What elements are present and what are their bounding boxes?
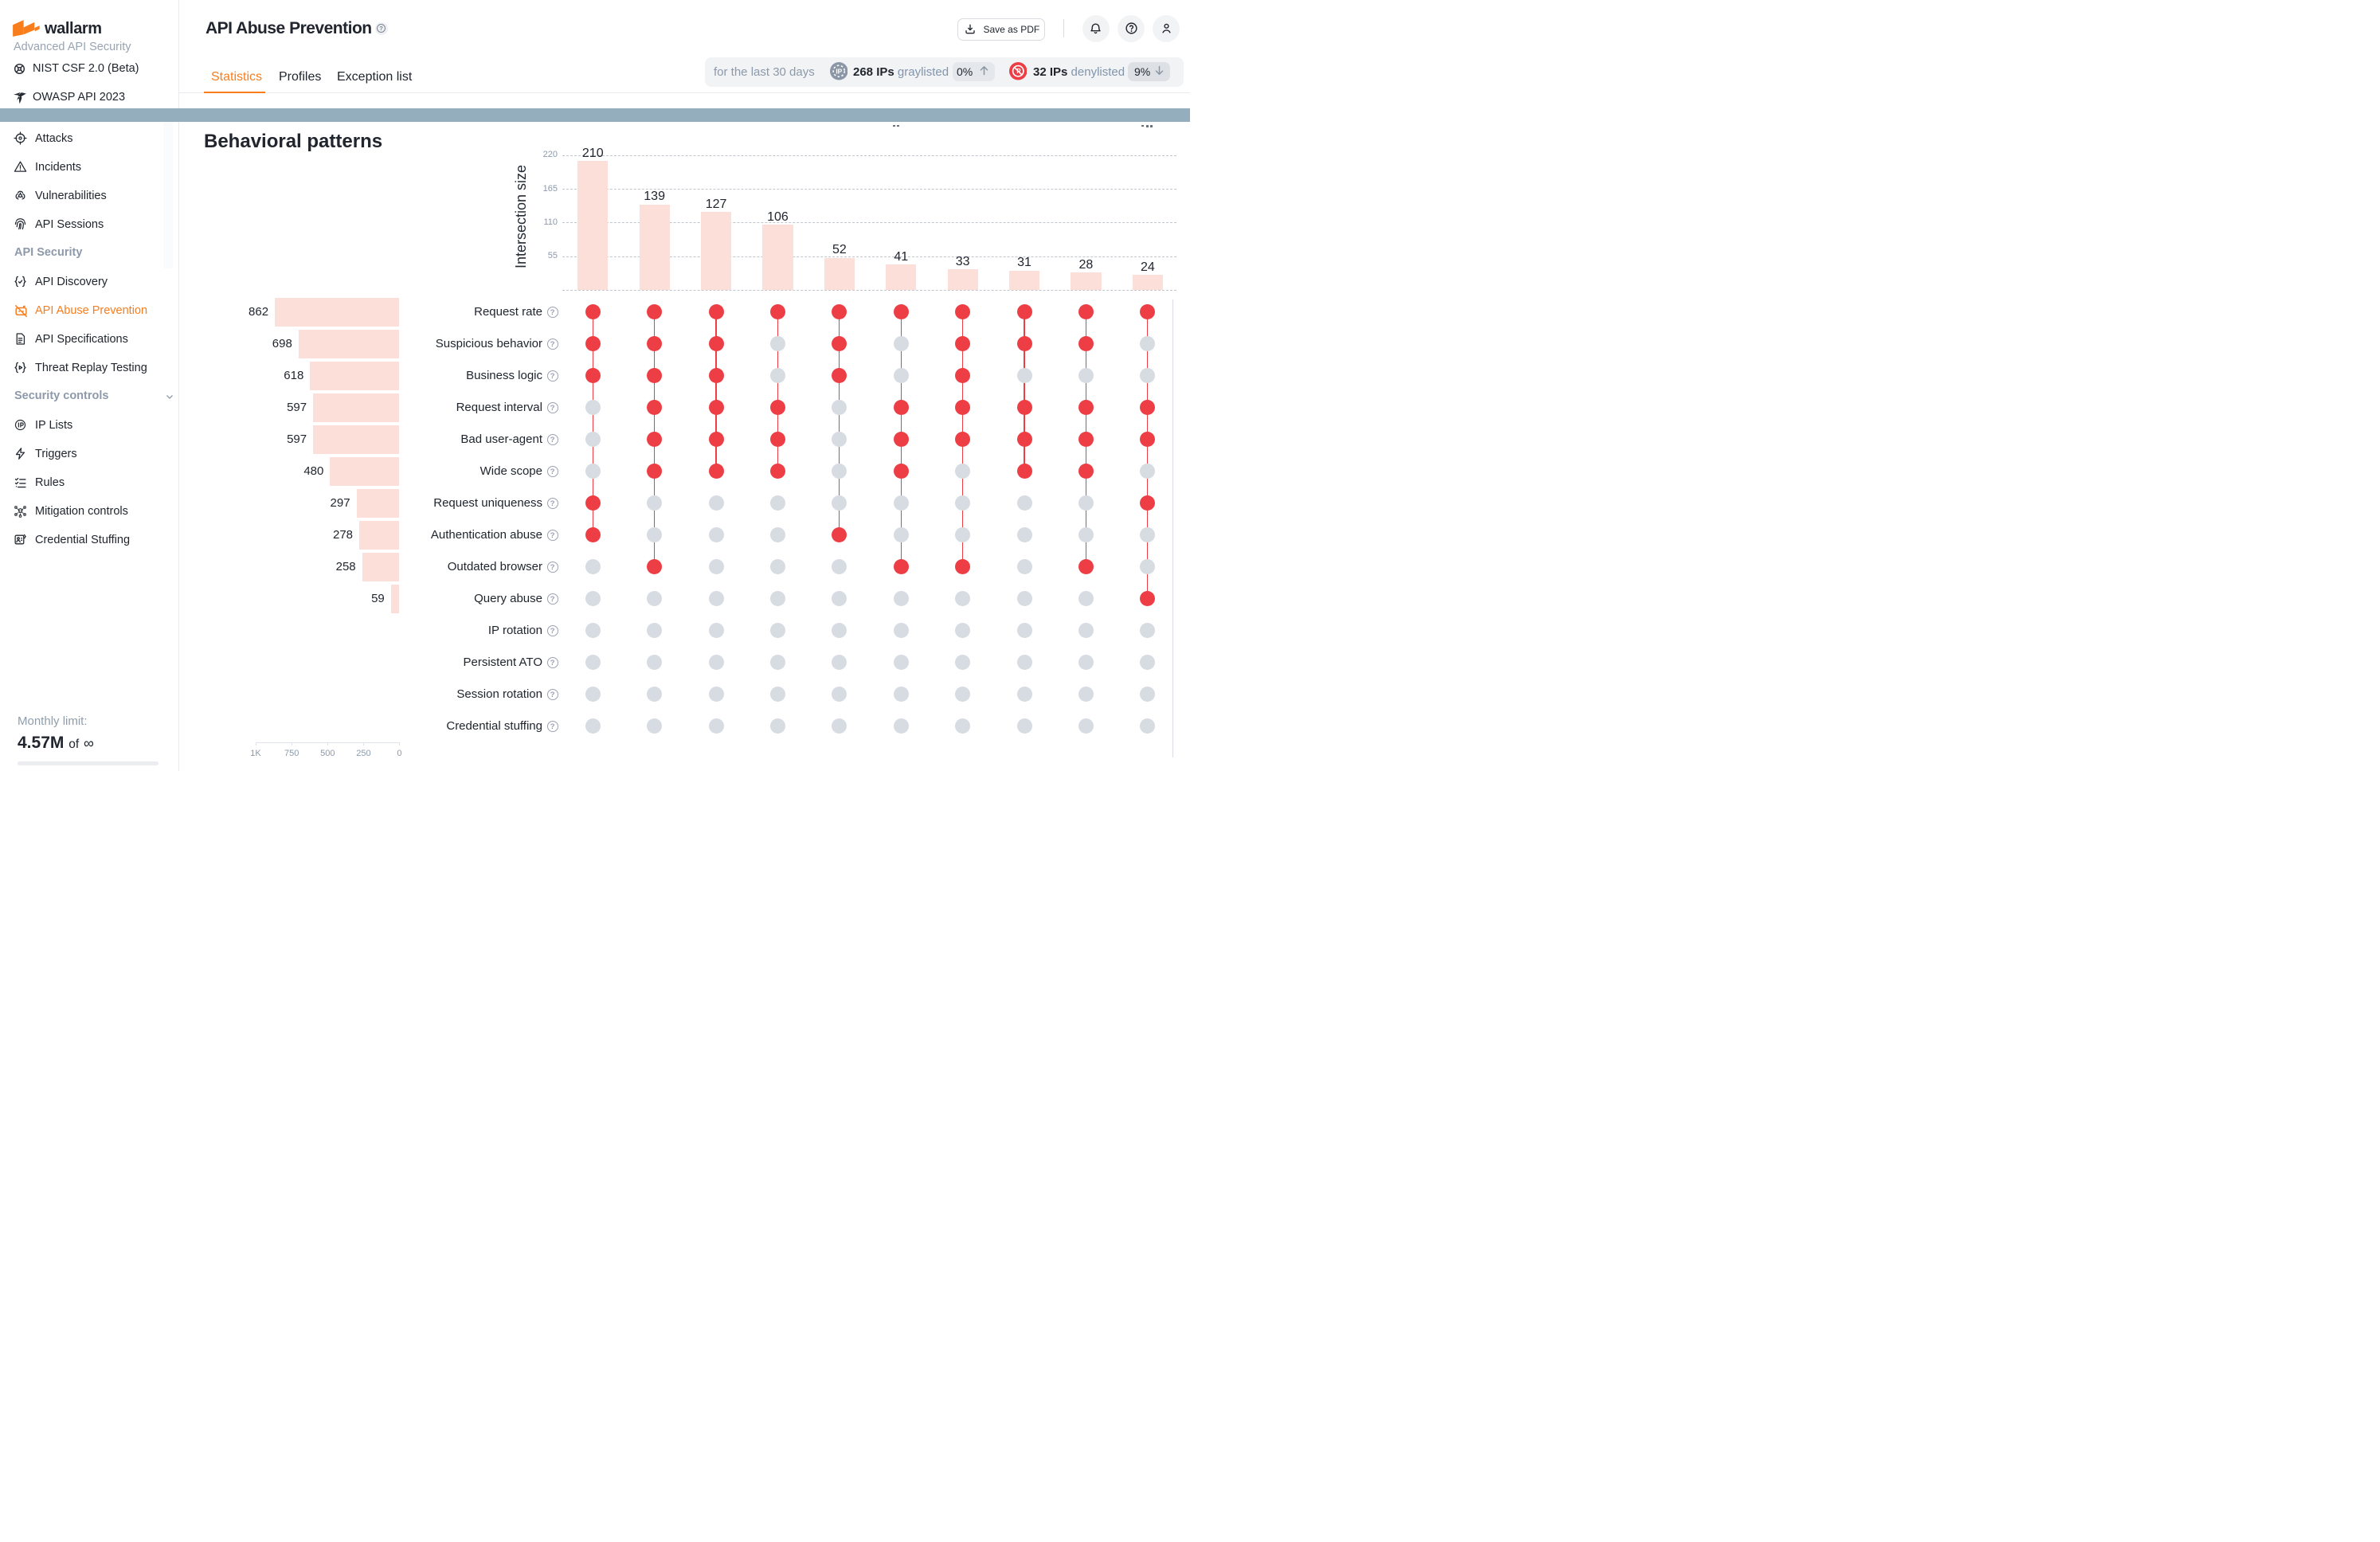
svg-text:P: P bbox=[1016, 68, 1020, 75]
svg-text:IP: IP bbox=[836, 68, 842, 76]
